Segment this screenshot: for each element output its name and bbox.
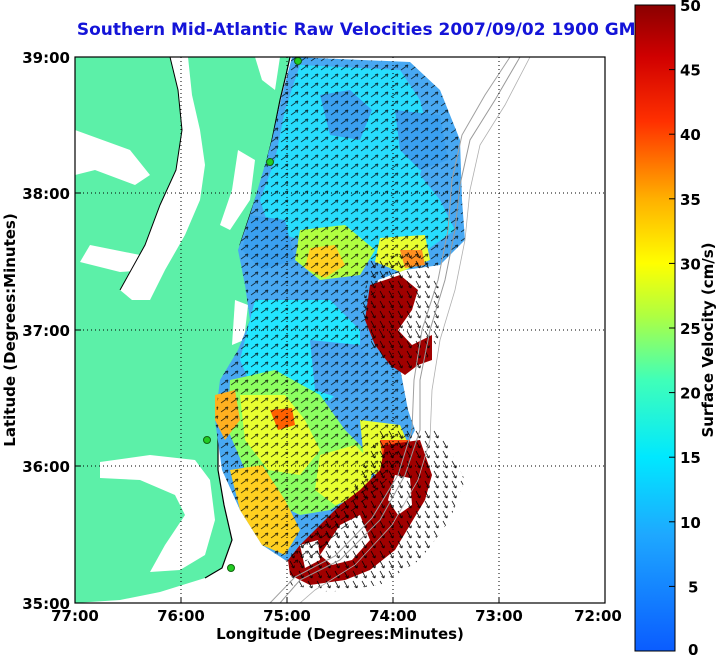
y-tick-label: 38:00 — [22, 185, 70, 203]
y-tick-label: 37:00 — [22, 322, 70, 340]
colorbar-tick-label: 25 — [680, 320, 701, 338]
colorbar — [634, 4, 676, 652]
colorbar-tick-label: 15 — [680, 449, 701, 467]
x-tick-label: 73:00 — [475, 607, 523, 625]
colorbar-tick-label: 35 — [680, 191, 701, 209]
colorbar-tick-label: 45 — [680, 62, 701, 80]
chesapeake-bay — [120, 57, 205, 300]
y-tick-label: 39:00 — [22, 49, 70, 67]
colorbar-tick-label: 50 — [680, 0, 701, 15]
colorbar-tick-label: 5 — [688, 578, 698, 596]
x-tick-label: 72:00 — [574, 607, 622, 625]
x-tick-label: 74:00 — [369, 607, 417, 625]
hf-radar-stations — [203, 57, 302, 572]
y-tick-label: 35:00 — [22, 595, 70, 613]
colorbar-label: Surface Velocity (cm/s) — [699, 242, 717, 437]
y-tick-label: 36:00 — [22, 458, 70, 476]
map-title: Southern Mid-Atlantic Raw Velocities 200… — [76, 20, 648, 40]
pamlico-sound — [100, 455, 215, 572]
colorbar-tick-label: 10 — [680, 514, 701, 532]
y-axis-label: Latitude (Degrees:Minutes) — [1, 213, 19, 446]
x-tick-label: 75:00 — [263, 607, 311, 625]
grid-lines — [75, 57, 605, 603]
colorbar-tick-label: 0 — [688, 641, 698, 659]
colorbar-tick-label: 40 — [680, 126, 701, 144]
x-axis-label: Longitude (Degrees:Minutes) — [216, 625, 464, 643]
bathymetry-contour — [279, 57, 521, 603]
colorbar-tick-label: 20 — [680, 385, 701, 403]
x-tick-label: 77:00 — [51, 607, 99, 625]
colorbar-tick-label: 30 — [680, 255, 701, 273]
x-tick-label: 76:00 — [157, 607, 205, 625]
